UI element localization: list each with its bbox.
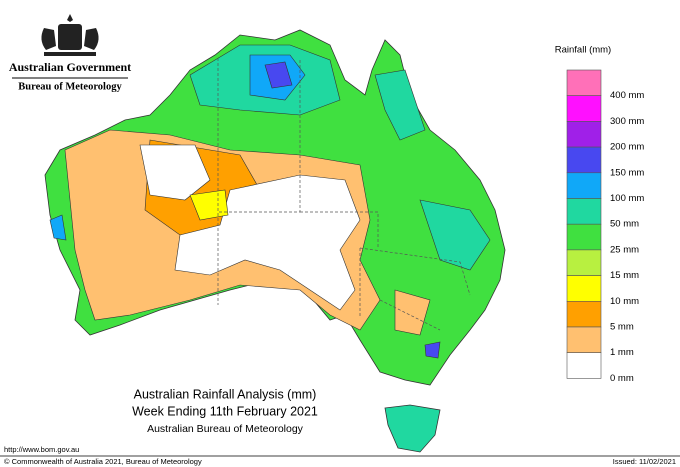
tasmania [384,404,441,453]
rain-zones [49,44,491,359]
legend-swatch [566,275,602,302]
footer-copyright: © Commonwealth of Australia 2021, Bureau… [4,457,202,466]
coat-of-arms [41,14,99,56]
legend-swatch [566,121,602,148]
legend-label: 0 mm [610,373,634,384]
legend-swatch [566,69,602,97]
government-name: Australian Government [9,60,131,74]
legend-label: 25 mm [610,244,639,255]
legend-label: 300 mm [610,116,644,127]
legend-swatch [566,223,602,251]
legend-label: 15 mm [610,270,639,281]
map-title: Australian Rainfall Analysis (mm) [134,387,317,401]
legend-swatch [566,352,602,379]
legend-title: Rainfall (mm) [555,45,611,56]
legend-swatch [566,95,602,122]
legend-swatch [566,198,602,225]
legend-swatch [566,172,602,199]
legend-swatch [566,146,602,174]
legend-label: 1 mm [610,347,634,358]
state-borders [217,58,471,331]
footer-issued: Issued: 11/02/2021 [613,457,676,466]
map-subtitle: Week Ending 11th February 2021 [132,404,318,418]
bureau-name: Bureau of Meteorology [18,81,122,92]
legend-swatch [566,249,602,276]
legend: Rainfall (mm) 400 mm 300 mm 200 mm 150 mm 10… [555,45,645,384]
legend-label: 200 mm [610,142,644,153]
legend-label: 150 mm [610,167,644,178]
legend-label: 50 mm [610,219,639,230]
legend-label: 10 mm [610,296,639,307]
footer-url: http://www.bom.gov.au [4,445,79,454]
legend-label: 5 mm [610,322,634,333]
legend-swatch [566,326,602,354]
legend-label: 100 mm [610,193,644,204]
map-credit: Australian Bureau of Meteorology [147,423,304,435]
legend-swatch [566,300,602,328]
legend-label: 400 mm [610,90,644,101]
